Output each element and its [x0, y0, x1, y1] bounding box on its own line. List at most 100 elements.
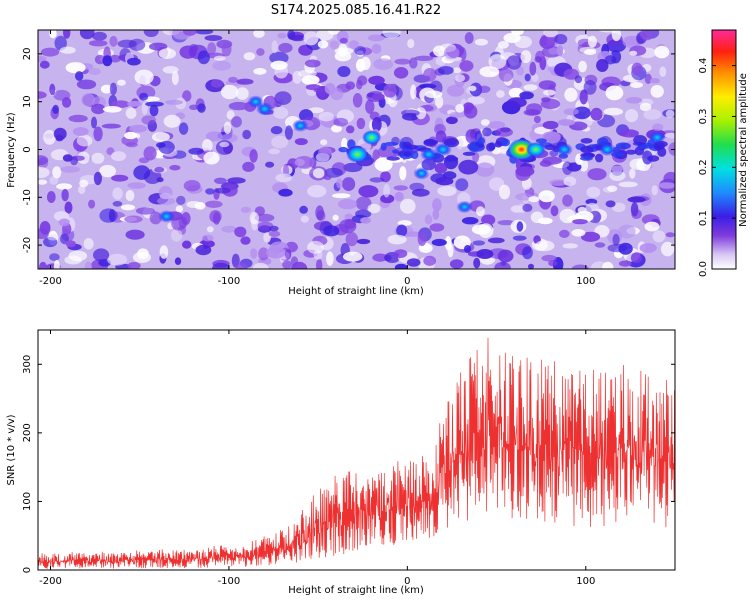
- heatmap-blob: [68, 114, 88, 123]
- heatmap-blob: [629, 168, 636, 179]
- heatmap-band-blob: [647, 155, 660, 162]
- heatmap-blob: [59, 46, 76, 54]
- heatmap-blob: [522, 246, 533, 260]
- heatmap-blob: [415, 107, 427, 120]
- heatmap-blob: [197, 50, 210, 65]
- heatmap-blob: [331, 124, 342, 133]
- heatmap-blob: [39, 261, 47, 269]
- heatmap-blob: [475, 162, 495, 177]
- heatmap-blob: [124, 215, 143, 223]
- heatmap-blob: [524, 73, 531, 82]
- heatmap-blob: [128, 38, 146, 51]
- heatmap-blob: [129, 124, 148, 133]
- heatmap-blob: [270, 60, 288, 70]
- heatmap-blob: [323, 225, 340, 237]
- snr-panel: -200 -100 0 100 0 100 200 300 Height of straig…: [6, 329, 676, 596]
- heatmap-blob: [495, 127, 513, 137]
- heatmap-blob: [480, 119, 490, 126]
- heatmap-blob: [102, 106, 122, 113]
- heatmap-blob: [223, 121, 232, 135]
- heatmap-band-blob: [477, 137, 486, 145]
- snr-x-label: Height of straight line (km): [288, 585, 424, 596]
- heatmap-blob: [197, 103, 206, 113]
- heatmap-texture: [38, 30, 675, 269]
- heatmap-blob: [520, 50, 532, 64]
- x-tick-label: 100: [576, 276, 595, 287]
- y-tick-label: 20: [22, 48, 33, 61]
- heatmap-blob: [435, 177, 454, 186]
- heatmap-blob: [557, 119, 576, 126]
- heatmap-blob: [117, 79, 126, 86]
- heatmap-blob: [235, 87, 249, 100]
- heatmap-blob: [253, 30, 265, 38]
- heatmap-blob: [625, 97, 643, 104]
- heatmap-blob: [91, 103, 106, 115]
- heatmap-blob: [205, 200, 223, 208]
- heatmap-band-blob: [544, 144, 557, 150]
- heatmap-blob: [39, 60, 50, 69]
- heatmap-blob: [290, 34, 306, 42]
- heatmap-blob: [312, 168, 325, 179]
- heatmap-blob: [563, 108, 579, 116]
- heatmap-blob: [125, 229, 145, 240]
- heatmap-blob: [611, 165, 624, 173]
- heatmap-blob: [228, 101, 249, 111]
- heatmap-blob: [455, 103, 465, 113]
- heatmap-blob: [397, 220, 412, 226]
- heatmap-blob: [541, 254, 557, 262]
- heatmap-blob: [355, 196, 372, 211]
- heatmap-blob: [78, 185, 86, 195]
- heatmap-blob: [339, 37, 348, 44]
- heatmap-blob: [301, 75, 320, 85]
- heatmap-blob: [202, 139, 213, 153]
- heatmap-blob: [132, 251, 152, 263]
- heatmap-blob: [91, 152, 105, 164]
- heatmap-blob: [210, 79, 224, 88]
- heatmap-blob: [543, 89, 556, 96]
- heatmap-blob: [373, 58, 394, 70]
- heatmap-blob: [455, 178, 469, 192]
- colorbar-tick-label: 0.0: [698, 261, 709, 277]
- heatmap-blob: [452, 67, 462, 74]
- heatmap-blob: [111, 174, 129, 182]
- heatmap-blob: [242, 161, 255, 172]
- heatmap-blob: [284, 125, 293, 140]
- heatmap-blob: [449, 111, 467, 118]
- heatmap-peaks: [158, 95, 666, 223]
- heatmap-blob: [275, 173, 293, 183]
- heatmap-blob: [170, 229, 183, 242]
- heatmap-blob: [649, 78, 661, 84]
- heatmap-blob: [282, 260, 292, 269]
- heatmap-blob: [587, 168, 607, 181]
- snr-frame: [37, 329, 676, 571]
- heatmap-blob: [356, 238, 371, 245]
- heatmap-band-blob: [535, 138, 548, 144]
- heatmap-blob: [387, 234, 407, 245]
- heatmap-blob: [249, 211, 259, 225]
- heatmap-blob: [227, 177, 246, 184]
- heatmap-blob: [664, 132, 675, 139]
- heatmap-blob: [574, 75, 583, 84]
- heatmap-blob: [579, 46, 597, 54]
- heatmap-blob: [320, 139, 328, 146]
- heatmap-blob: [627, 196, 646, 203]
- heatmap-blob: [515, 166, 535, 177]
- heatmap-blob: [434, 95, 444, 109]
- heatmap-blob: [477, 85, 491, 94]
- heatmap-blob: [214, 177, 227, 184]
- heatmap-blob: [68, 250, 88, 262]
- heatmap-blob: [367, 203, 381, 214]
- heatmap-blob: [346, 125, 355, 134]
- heatmap-blob: [639, 30, 654, 41]
- heatmap-blob: [268, 148, 281, 155]
- heatmap-blob: [158, 140, 175, 154]
- heatmap-blob: [652, 230, 666, 243]
- x-tick-label: 100: [576, 576, 595, 587]
- heatmap-blob: [371, 117, 382, 132]
- heatmap-blob: [643, 109, 662, 120]
- heatmap-blob: [93, 171, 102, 186]
- colorbar-scale: [712, 30, 736, 269]
- heatmap-blob: [327, 30, 340, 35]
- heatmap-blob: [652, 123, 664, 131]
- heatmap-blob: [300, 215, 309, 223]
